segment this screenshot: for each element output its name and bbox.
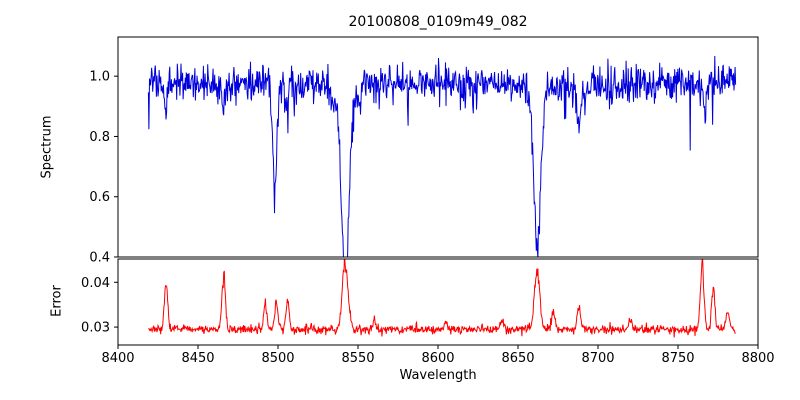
x-tick-label: 8800 — [741, 351, 774, 366]
spectrum-y-tick-label: 0.4 — [89, 251, 110, 266]
spectrum-line — [147, 55, 737, 257]
x-tick-label: 8450 — [181, 351, 214, 366]
spectrum-y-tick-label: 0.8 — [89, 130, 110, 145]
x-tick-label: 8700 — [581, 351, 614, 366]
spectrum-y-axis-label: Spectrum — [39, 115, 55, 179]
x-tick-label: 8550 — [341, 351, 374, 366]
error-y-tick-label: 0.04 — [81, 276, 110, 291]
x-tick-label: 8500 — [261, 351, 294, 366]
x-tick-label: 8600 — [421, 351, 454, 366]
spectrum-y-tick-label: 1.0 — [89, 70, 110, 85]
spectrum-y-tick-label: 0.6 — [89, 190, 110, 205]
chart-title: 20100808_0109m49_082 — [348, 14, 528, 30]
spectrum-panel-frame — [117, 36, 759, 258]
x-axis-label: Wavelength — [399, 368, 477, 383]
x-tick-label: 8750 — [661, 351, 694, 366]
x-tick-label: 8650 — [501, 351, 534, 366]
x-tick-label: 8400 — [101, 351, 134, 366]
error-line — [148, 259, 736, 338]
error-y-axis-label: Error — [49, 285, 65, 317]
error-panel-frame — [117, 258, 759, 346]
error-y-tick-label: 0.03 — [81, 321, 110, 336]
